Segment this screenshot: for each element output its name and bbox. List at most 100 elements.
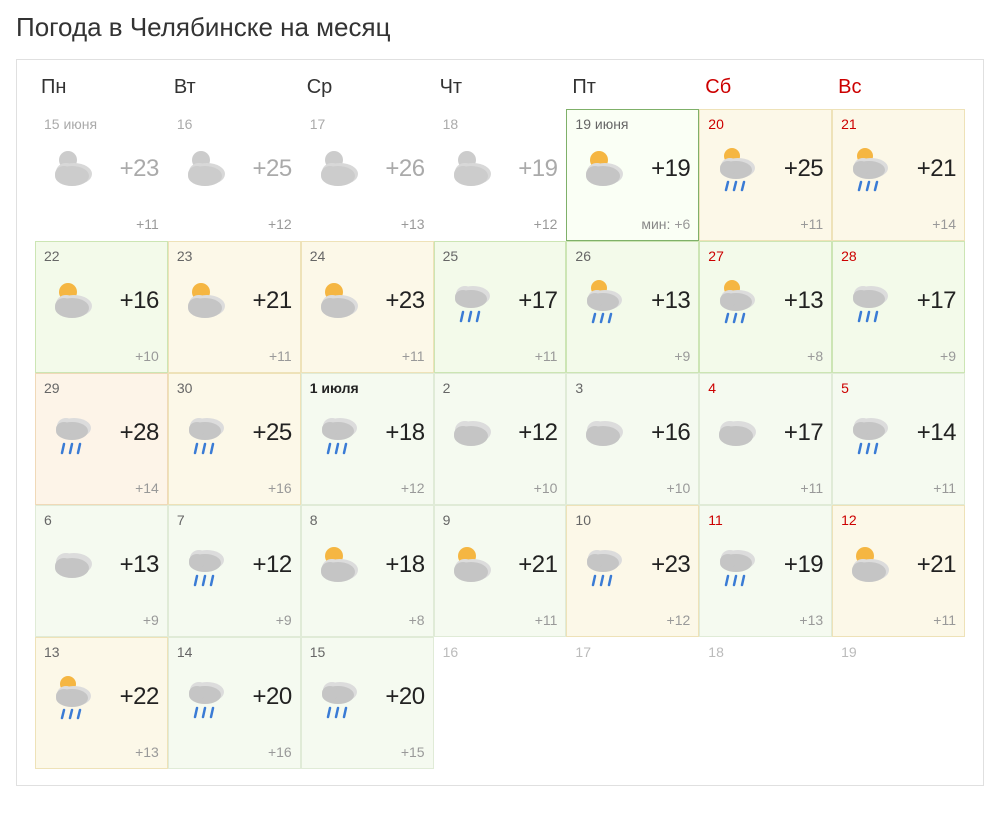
day-cell[interactable]: 20 +25+11: [699, 109, 832, 241]
day-cell[interactable]: 22 +16+10: [35, 241, 168, 373]
temp-low-row: +11: [933, 612, 956, 628]
day-cell[interactable]: 2 +12+10: [434, 373, 567, 505]
temp-low: +8: [409, 612, 425, 628]
partly-cloudy-icon: [44, 274, 98, 328]
day-cell[interactable]: 13 +22+13: [35, 637, 168, 769]
cloud-icon: [443, 406, 497, 460]
temp-low: +9: [940, 348, 956, 364]
day-content-row: +18: [310, 538, 425, 592]
day-cell[interactable]: 4 +17+11: [699, 373, 832, 505]
min-label: мин:: [641, 216, 674, 232]
day-cell[interactable]: 29 +28+14: [35, 373, 168, 505]
temp-high: +19: [651, 155, 690, 183]
day-content-row: +21: [841, 142, 956, 196]
temp-low-row: +16: [268, 744, 292, 760]
day-header: Ср: [301, 76, 434, 99]
temp-low-row: +10: [667, 480, 691, 496]
day-cell[interactable]: 30 +25+16: [168, 373, 301, 505]
day-cell: 17 +26+13: [301, 109, 434, 241]
temp-low-row: мин: +6: [641, 216, 690, 232]
day-cell[interactable]: 27 +13+8: [699, 241, 832, 373]
temp-low: +11: [800, 480, 823, 496]
day-cell[interactable]: 8 +18+8: [301, 505, 434, 637]
day-cell: 18 +19+12: [434, 109, 567, 241]
day-cell[interactable]: 10 +23+12: [566, 505, 699, 637]
temp-high: +13: [651, 287, 690, 315]
partly-cloudy-rain-icon: [708, 274, 762, 328]
temp-high: +25: [252, 155, 291, 183]
day-cell[interactable]: 19 июня +19мин: +6: [566, 109, 699, 241]
temp-high: +17: [917, 287, 956, 315]
day-date-label: 21: [841, 116, 956, 132]
day-cell[interactable]: 5 +14+11: [832, 373, 965, 505]
day-header: Чт: [434, 76, 567, 99]
temp-low: +11: [136, 216, 159, 232]
day-date-label: 9: [443, 512, 558, 528]
temp-low: +9: [276, 612, 292, 628]
cloud-rain-icon: [841, 274, 895, 328]
temp-high: +16: [120, 287, 159, 315]
temp-low-row: +12: [534, 216, 558, 232]
cloud-rain-icon: [841, 406, 895, 460]
cloud-rain-icon: [310, 406, 364, 460]
temp-low-row: +13: [799, 612, 823, 628]
day-cell: 15 июня +23+11: [35, 109, 168, 241]
temp-low-row: +11: [269, 348, 292, 364]
day-content-row: +22: [44, 670, 159, 724]
temp-low-row: +10: [135, 348, 159, 364]
day-cell-empty: 17: [566, 637, 699, 769]
temp-low: +10: [135, 348, 159, 364]
day-cell[interactable]: 14 +20+16: [168, 637, 301, 769]
day-content-row: +20: [177, 670, 292, 724]
temp-low: +13: [401, 216, 425, 232]
day-cell[interactable]: 24 +23+11: [301, 241, 434, 373]
day-cell[interactable]: 9 +21+11: [434, 505, 567, 637]
calendar-container: ПнВтСрЧтПтСбВс 15 июня +23+1116 +25+1217: [16, 59, 984, 786]
day-cell[interactable]: 26 +13+9: [566, 241, 699, 373]
day-content-row: +25: [177, 142, 292, 196]
temp-low: +11: [535, 348, 558, 364]
day-cell[interactable]: 3 +16+10: [566, 373, 699, 505]
day-date-label: 29: [44, 380, 159, 396]
temp-high: +12: [518, 419, 557, 447]
temp-low: +11: [535, 612, 558, 628]
day-content-row: +20: [310, 670, 425, 724]
day-header: Вс: [832, 76, 965, 99]
day-date-label: 1 июля: [310, 380, 425, 396]
day-content-row: +13: [44, 538, 159, 592]
cloud-rain-icon: [443, 274, 497, 328]
cloud-icon: [575, 406, 629, 460]
temp-high: +21: [917, 551, 956, 579]
temp-high: +25: [252, 419, 291, 447]
temp-low-row: +9: [940, 348, 956, 364]
day-cell[interactable]: 12 +21+11: [832, 505, 965, 637]
day-cell[interactable]: 7 +12+9: [168, 505, 301, 637]
day-date-label: 17: [575, 644, 690, 660]
temp-low: +12: [667, 612, 691, 628]
temp-low-row: +8: [807, 348, 823, 364]
day-cell[interactable]: 6 +13+9: [35, 505, 168, 637]
day-date-label: 27: [708, 248, 823, 264]
day-cell[interactable]: 11 +19+13: [699, 505, 832, 637]
day-date-label: 30: [177, 380, 292, 396]
temp-high: +13: [120, 551, 159, 579]
temp-low: +10: [667, 480, 691, 496]
partly-cloudy-gray-icon: [44, 142, 98, 196]
day-cell[interactable]: 21 +21+14: [832, 109, 965, 241]
temp-high: +23: [120, 155, 159, 183]
temp-low: +11: [800, 216, 823, 232]
partly-cloudy-gray-icon: [177, 142, 231, 196]
day-cell[interactable]: 1 июля +18+12: [301, 373, 434, 505]
day-cell[interactable]: 25 +17+11: [434, 241, 567, 373]
day-date-label: 23: [177, 248, 292, 264]
partly-cloudy-icon: [177, 274, 231, 328]
day-content-row: +13: [575, 274, 690, 328]
day-cell[interactable]: 23 +21+11: [168, 241, 301, 373]
day-cell[interactable]: 28 +17+9: [832, 241, 965, 373]
temp-low: +9: [674, 348, 690, 364]
temp-low-row: +11: [535, 348, 558, 364]
day-cell[interactable]: 15 +20+15: [301, 637, 434, 769]
day-content-row: +17: [841, 274, 956, 328]
day-date-label: 2: [443, 380, 558, 396]
temp-high: +28: [120, 419, 159, 447]
